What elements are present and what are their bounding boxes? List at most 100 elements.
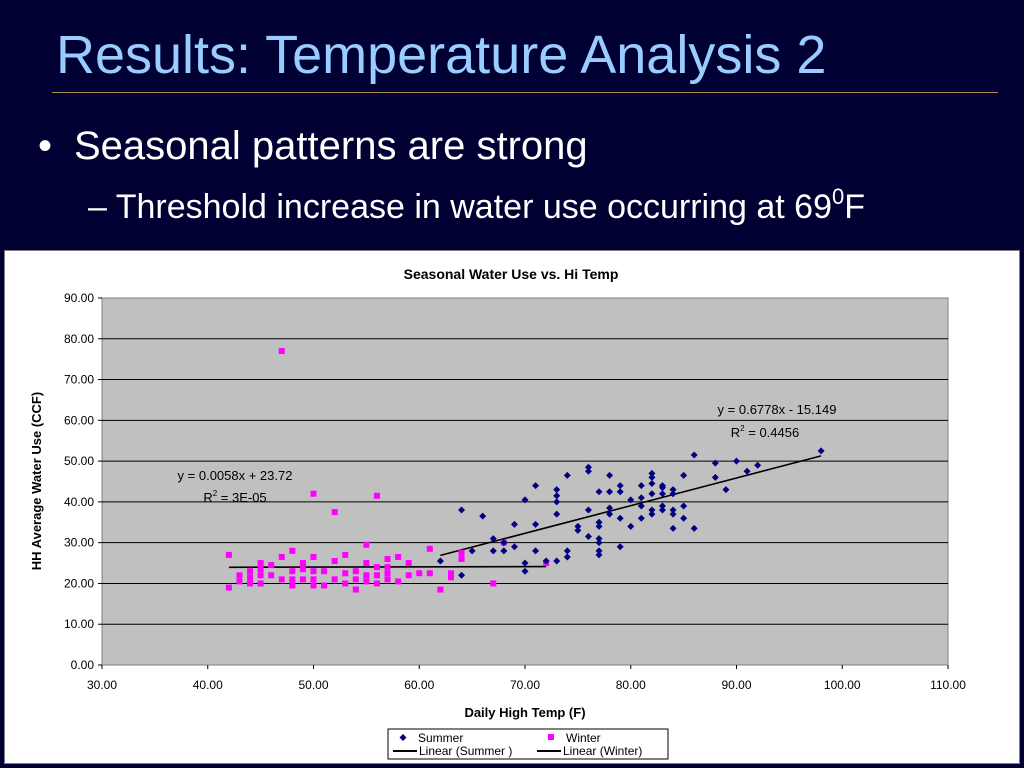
winter-point	[331, 558, 338, 565]
summer-point	[616, 488, 624, 496]
winter-trend-r2: R2 = 3E-05	[203, 489, 266, 505]
y-tick-label: 0.00	[71, 658, 95, 672]
chart-title: Seasonal Water Use vs. Hi Temp	[404, 266, 619, 282]
winter-point	[373, 492, 380, 499]
summer-point	[532, 482, 540, 490]
x-tick-label: 100.00	[824, 678, 861, 692]
summer-point	[584, 506, 592, 514]
summer-point	[690, 524, 698, 532]
summer-point	[542, 557, 550, 565]
summer-point	[711, 459, 719, 467]
summer-point	[648, 490, 656, 498]
summer-point	[595, 522, 603, 530]
winter-point	[268, 562, 275, 569]
x-tick-label: 60.00	[404, 678, 434, 692]
summer-point	[510, 520, 518, 528]
winter-point	[458, 555, 465, 562]
winter-point	[395, 578, 402, 585]
winter-point	[225, 584, 232, 591]
winter-point	[278, 553, 285, 560]
summer-point	[595, 551, 603, 559]
chart-frame: Seasonal Water Use vs. Hi Temp 0.00 10.00…	[4, 250, 1020, 764]
winter-point	[299, 560, 306, 567]
winter-point	[268, 572, 275, 579]
winter-point	[310, 553, 317, 560]
summer-point	[637, 482, 645, 490]
x-axis-ticks: 30.00 40.00 50.00 60.00 70.00 80.00 90.00 100.0…	[87, 665, 966, 692]
winter-point	[447, 570, 454, 577]
y-axis-ticks: 0.00 10.00 20.00 30.00 40.00 50.00 60.00 70.00 8…	[64, 291, 102, 672]
winter-point	[384, 564, 391, 571]
winter-point	[352, 576, 359, 583]
summer-point	[563, 553, 571, 561]
winter-point	[426, 545, 433, 552]
summer-point	[658, 502, 666, 510]
summer-point	[468, 547, 476, 555]
summer-point	[711, 473, 719, 481]
winter-point	[247, 574, 254, 581]
winter-point	[490, 580, 497, 587]
y-tick-label: 40.00	[64, 495, 94, 509]
summer-point	[606, 504, 614, 512]
summer-point	[500, 547, 508, 555]
summer-point	[733, 457, 740, 465]
x-tick-label: 110.00	[930, 678, 966, 692]
y-tick-label: 60.00	[64, 413, 94, 427]
summer-point	[584, 533, 592, 541]
summer-point	[627, 522, 635, 530]
winter-point	[352, 568, 359, 575]
summer-point	[500, 539, 508, 547]
x-tick-label: 80.00	[616, 678, 646, 692]
summer-point	[669, 524, 677, 532]
summer-point	[648, 506, 656, 514]
summer-point	[690, 451, 698, 459]
winter-point	[384, 570, 391, 577]
x-axis-label: Daily High Temp (F)	[464, 705, 585, 720]
summer-point	[595, 547, 603, 555]
summer-point	[532, 520, 540, 528]
winter-point	[278, 576, 285, 583]
winter-point	[257, 572, 264, 579]
winter-point	[437, 586, 444, 593]
summer-point	[553, 492, 561, 500]
summer-point	[648, 480, 656, 488]
y-axis-label: HH Average Water Use (CCF)	[29, 392, 44, 570]
winter-point	[363, 578, 370, 585]
summer-point	[606, 488, 614, 496]
summer-point	[637, 494, 645, 502]
summer-point	[521, 559, 529, 567]
sub-bullet-text: – Threshold increase in water use occurr…	[88, 188, 832, 226]
y-tick-label: 50.00	[64, 454, 94, 468]
summer-point	[658, 506, 666, 514]
summer-point	[436, 557, 444, 565]
winter-point	[257, 560, 264, 567]
winter-point	[310, 568, 317, 575]
summer-point	[521, 567, 529, 575]
y-tick-label: 20.00	[64, 576, 94, 590]
summer-point	[616, 543, 624, 551]
summer-point	[563, 471, 571, 479]
summer-point	[510, 543, 518, 551]
sub-bullet-threshold: – Threshold increase in water use occurr…	[88, 184, 865, 230]
winter-point	[310, 576, 317, 583]
y-tick-label: 70.00	[64, 373, 94, 387]
summer-point	[553, 557, 561, 565]
summer-point	[680, 514, 688, 522]
summer-point	[563, 547, 571, 555]
summer-point	[616, 482, 624, 490]
summer-point	[584, 463, 592, 471]
winter-point	[321, 568, 328, 575]
sub-bullet-unit: F	[844, 188, 866, 226]
winter-point	[416, 570, 423, 577]
summer-point	[658, 490, 666, 498]
winter-point	[384, 555, 391, 562]
bullet-text: Seasonal patterns are strong	[74, 124, 588, 168]
summer-point	[627, 496, 635, 504]
y-tick-label: 30.00	[64, 536, 94, 550]
x-tick-label: 40.00	[193, 678, 223, 692]
legend-box	[387, 728, 669, 760]
winter-point	[342, 551, 349, 558]
summer-point	[489, 535, 497, 543]
summer-point	[458, 506, 466, 514]
winter-point	[289, 582, 296, 589]
